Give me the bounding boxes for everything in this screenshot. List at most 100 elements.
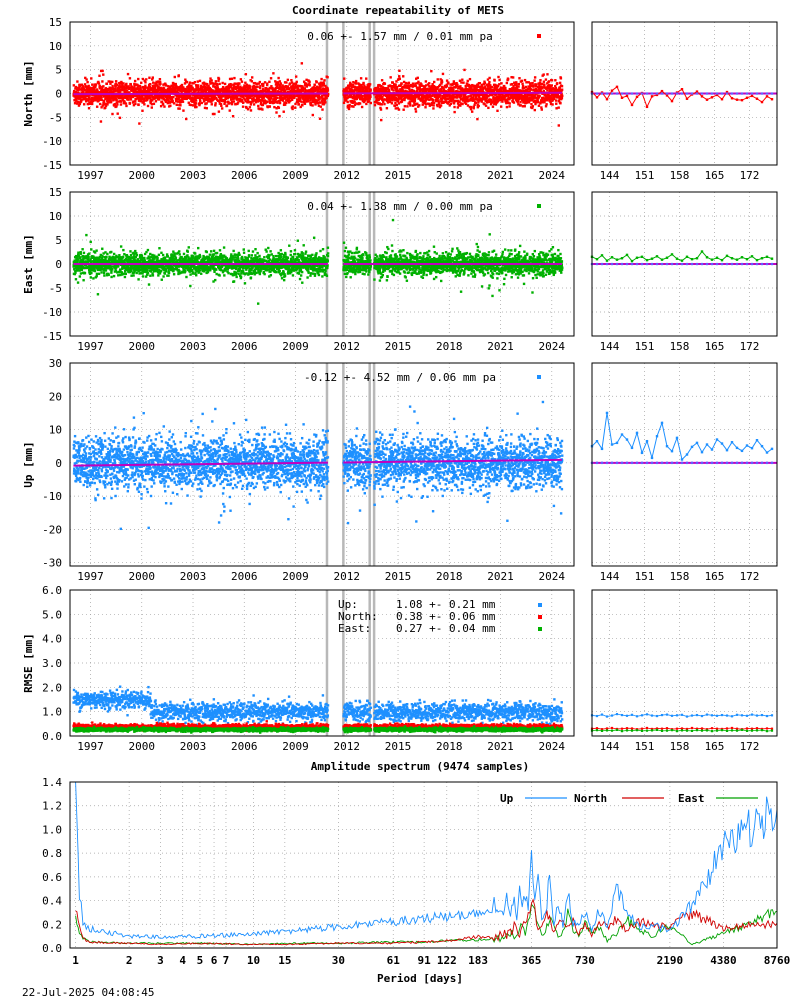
data-point (84, 89, 87, 92)
data-point (217, 79, 220, 82)
data-point (312, 89, 315, 93)
data-point (408, 86, 411, 90)
data-point (413, 101, 416, 104)
data-point (449, 88, 453, 92)
data-point (447, 97, 450, 101)
data-point (525, 95, 529, 98)
data-point (273, 95, 276, 98)
data-point (255, 94, 259, 97)
data-point (241, 95, 244, 99)
data-point (404, 89, 407, 93)
data-point (346, 106, 350, 109)
data-point (195, 84, 198, 87)
data-point (377, 87, 381, 90)
data-point (105, 91, 109, 94)
data-point (80, 98, 83, 102)
data-point (347, 85, 351, 88)
data-point (296, 84, 299, 88)
data-point (294, 82, 298, 85)
data-point (268, 86, 271, 90)
data-point (128, 86, 131, 89)
data-point (468, 105, 472, 109)
data-point (112, 94, 116, 97)
data-point (435, 97, 438, 100)
data-point (131, 95, 135, 99)
legend-marker (537, 34, 541, 38)
data-point (526, 93, 529, 96)
data-point (554, 99, 558, 102)
data-point (249, 109, 253, 112)
data-point (531, 81, 534, 85)
data-point (151, 78, 154, 81)
data-point (278, 101, 282, 105)
data-point (308, 84, 311, 87)
data-point (491, 93, 494, 97)
data-point (189, 103, 193, 107)
data-point (285, 81, 288, 84)
data-point (98, 84, 101, 88)
data-point (206, 82, 209, 86)
data-point (434, 90, 438, 93)
data-point (109, 98, 112, 101)
data-point (240, 80, 244, 83)
data-point (240, 98, 244, 101)
data-point (97, 99, 101, 102)
data-point (464, 93, 467, 96)
data-point (164, 84, 168, 87)
data-point (137, 77, 140, 81)
data-point (477, 104, 480, 108)
data-point (463, 101, 467, 104)
data-point (290, 88, 294, 91)
data-point (361, 87, 364, 90)
data-point (536, 85, 540, 89)
data-point (266, 105, 270, 109)
data-point (275, 107, 278, 110)
data-point (460, 81, 463, 84)
data-point (235, 96, 238, 99)
data-point (520, 79, 524, 83)
data-point (510, 76, 513, 79)
data-point (514, 88, 517, 92)
data-point (76, 281, 80, 284)
data-point (150, 106, 153, 109)
data-point (286, 97, 289, 100)
data-point (121, 88, 124, 92)
data-point (105, 97, 108, 100)
data-point (102, 103, 106, 106)
data-point (303, 102, 307, 105)
data-point (237, 86, 240, 90)
data-point (183, 95, 186, 99)
data-point (147, 90, 150, 93)
data-point (291, 84, 295, 87)
data-point (506, 99, 509, 102)
data-point (388, 90, 391, 94)
data-point (313, 96, 316, 100)
data-point (438, 94, 441, 97)
data-point (420, 83, 423, 86)
data-point (193, 91, 196, 94)
data-point (78, 275, 82, 278)
data-point (413, 84, 416, 87)
data-point (456, 90, 460, 93)
data-point (448, 99, 452, 102)
data-gap (327, 22, 342, 165)
data-point (431, 98, 435, 102)
data-point (169, 95, 173, 99)
data-point (81, 248, 84, 251)
data-point (154, 82, 157, 85)
data-point (168, 87, 171, 91)
recent-data-point (625, 94, 629, 98)
data-point (243, 85, 246, 89)
recent-data-point (605, 98, 609, 101)
data-point (278, 90, 281, 93)
data-point (470, 110, 474, 113)
recent-zero-point (640, 92, 644, 95)
data-point (395, 94, 398, 97)
y-axis-label: East [mm] (22, 234, 35, 294)
data-point (122, 248, 125, 252)
data-point (499, 88, 502, 91)
data-point (556, 82, 559, 85)
recent-zero-point (675, 92, 679, 95)
data-point (302, 80, 306, 83)
x-tick-label: 165 (705, 169, 725, 182)
